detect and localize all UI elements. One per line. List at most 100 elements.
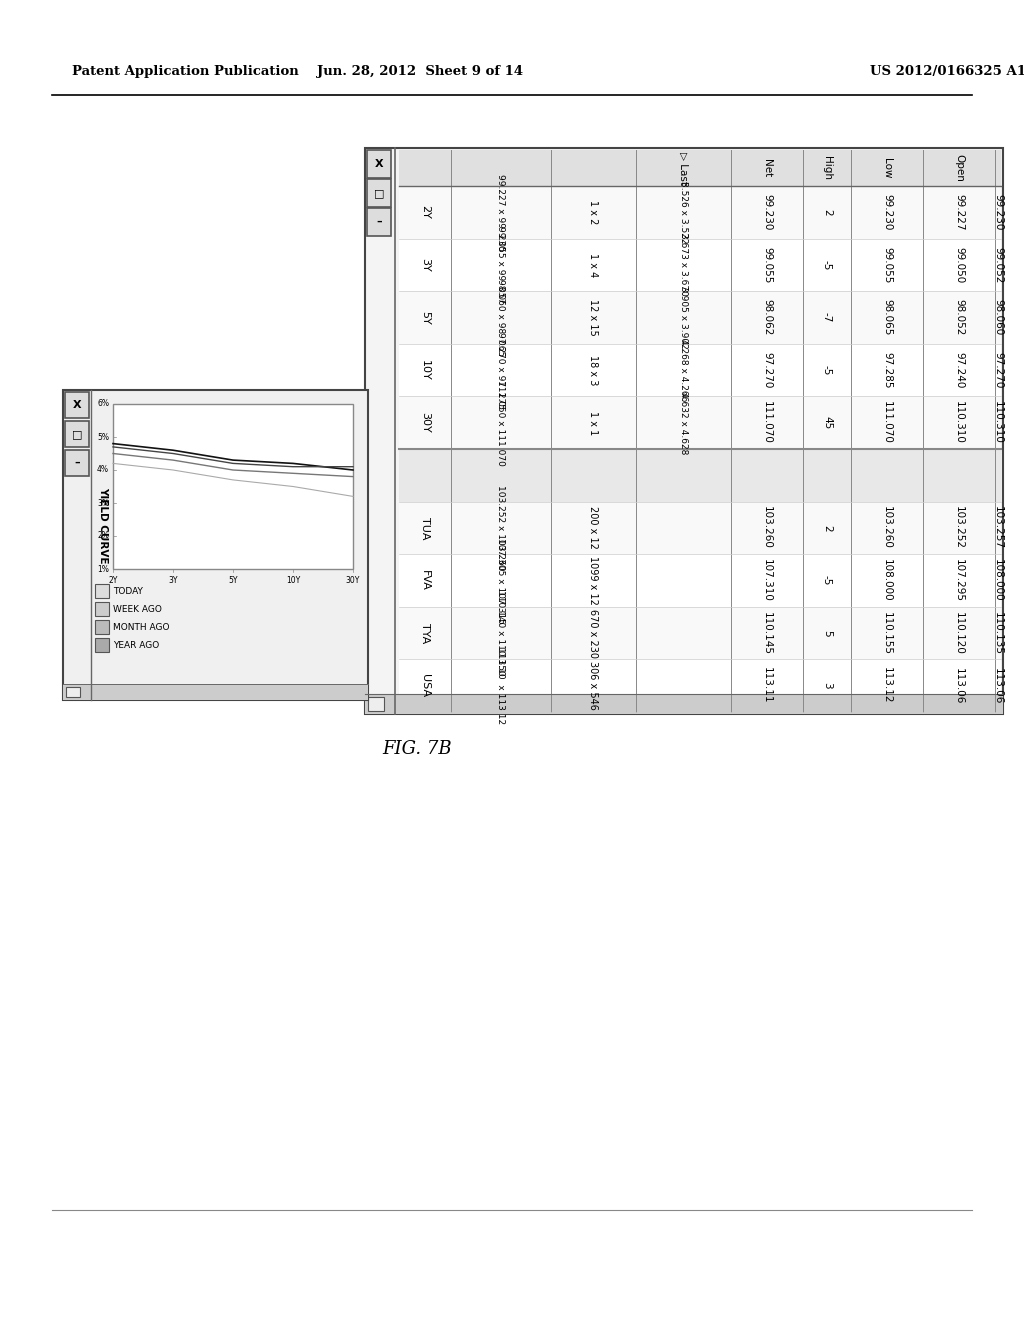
Text: 113.11: 113.11 — [762, 668, 772, 704]
Bar — [63, 389, 368, 700]
Text: 3%: 3% — [97, 499, 109, 507]
Text: 97.270 x 97  275: 97.270 x 97 275 — [497, 331, 506, 409]
Text: 111.050 x 111 070: 111.050 x 111 070 — [497, 380, 506, 466]
Text: 30Y: 30Y — [346, 576, 360, 585]
Text: 5: 5 — [822, 630, 831, 636]
Text: 110.145: 110.145 — [762, 611, 772, 655]
Bar — [399, 660, 1001, 711]
Text: Net: Net — [762, 158, 772, 177]
Bar — [65, 421, 89, 447]
Text: YEAR AGO: YEAR AGO — [113, 640, 160, 649]
Text: 2: 2 — [822, 524, 831, 531]
Text: 98.052: 98.052 — [954, 300, 964, 335]
Text: 97.270: 97.270 — [993, 352, 1002, 388]
Text: YIELD CURVE: YIELD CURVE — [98, 487, 108, 564]
Text: 1%: 1% — [97, 565, 109, 573]
Bar — [399, 239, 1001, 292]
Text: 10Y: 10Y — [286, 576, 300, 585]
Text: ▷ Last: ▷ Last — [679, 152, 688, 185]
Text: 110.310: 110.310 — [954, 401, 964, 444]
Text: 98.060 x 98  065: 98.060 x 98 065 — [497, 279, 506, 356]
Text: 1099 x 12: 1099 x 12 — [589, 556, 598, 605]
Text: WEEK AGO: WEEK AGO — [113, 605, 162, 614]
Text: –: – — [376, 216, 382, 227]
Text: 99.230: 99.230 — [993, 194, 1002, 231]
Text: 1 x 2: 1 x 2 — [589, 201, 598, 224]
Text: 1 x 4: 1 x 4 — [589, 252, 598, 277]
Text: -5: -5 — [822, 364, 831, 375]
Text: 97.285: 97.285 — [882, 352, 892, 388]
Bar — [399, 554, 1001, 607]
Text: FVA: FVA — [420, 570, 430, 591]
Text: USA: USA — [420, 675, 430, 697]
Text: Patent Application Publication: Patent Application Publication — [72, 66, 299, 78]
Bar — [66, 686, 80, 697]
Text: Low: Low — [882, 158, 892, 178]
Text: □: □ — [374, 187, 384, 198]
Text: 10Y: 10Y — [420, 360, 430, 380]
Text: 670 x 230: 670 x 230 — [589, 609, 598, 657]
Bar — [399, 343, 1001, 396]
Text: High: High — [822, 156, 831, 180]
Text: 113.06: 113.06 — [993, 668, 1002, 704]
Bar — [368, 697, 384, 711]
Text: 108.000: 108.000 — [993, 560, 1002, 602]
Text: 110.155: 110.155 — [882, 611, 892, 655]
Text: MONTH AGO: MONTH AGO — [113, 623, 170, 631]
Text: 107.305 x 107 315: 107.305 x 107 315 — [497, 537, 506, 623]
Text: 6%: 6% — [97, 400, 109, 408]
Text: 5Y: 5Y — [420, 310, 430, 325]
Bar — [367, 180, 391, 207]
Text: 99.230: 99.230 — [882, 194, 892, 231]
Text: 99.055: 99.055 — [882, 247, 892, 282]
Text: –: – — [74, 458, 80, 469]
Text: 4.268 x 4.266: 4.268 x 4.266 — [679, 339, 688, 401]
Bar — [95, 583, 109, 598]
Text: 12 x 15: 12 x 15 — [589, 300, 598, 335]
Bar — [399, 150, 1001, 186]
Text: 110.140 x 110 150: 110.140 x 110 150 — [497, 590, 506, 676]
Text: 30Y: 30Y — [420, 412, 430, 433]
Text: 103.260: 103.260 — [762, 507, 772, 549]
Text: 110.135: 110.135 — [993, 611, 1002, 655]
Text: 4%: 4% — [97, 466, 109, 474]
Text: 99.050: 99.050 — [954, 247, 964, 282]
Text: 99.227: 99.227 — [954, 194, 964, 231]
Text: 306 x 546: 306 x 546 — [589, 661, 598, 710]
Text: 45: 45 — [822, 416, 831, 429]
Text: 4.632 x 4.628: 4.632 x 4.628 — [679, 392, 688, 454]
Bar — [95, 638, 109, 652]
Bar — [65, 392, 89, 418]
Text: 200 x 12: 200 x 12 — [589, 507, 598, 549]
Text: 2Y: 2Y — [420, 206, 430, 219]
Text: 107.295: 107.295 — [954, 558, 964, 602]
Text: 2Y: 2Y — [109, 576, 118, 585]
Text: 3.673 x 3.670: 3.673 x 3.670 — [679, 234, 688, 296]
Text: -5: -5 — [822, 260, 831, 271]
Text: 99.230: 99.230 — [762, 194, 772, 231]
Text: -5: -5 — [822, 576, 831, 586]
Text: 99.055 x 99  057: 99.055 x 99 057 — [497, 226, 506, 304]
Text: 18 x 3: 18 x 3 — [589, 355, 598, 385]
Text: 103.252: 103.252 — [954, 507, 964, 549]
Text: 98.062: 98.062 — [762, 300, 772, 335]
Text: 1 x 1: 1 x 1 — [589, 411, 598, 434]
Text: 3Y: 3Y — [168, 576, 178, 585]
Text: 3.905 x 3.902: 3.905 x 3.902 — [679, 286, 688, 348]
Bar — [367, 150, 391, 178]
Bar — [65, 450, 89, 477]
Text: 113.12: 113.12 — [882, 668, 892, 704]
Bar — [95, 602, 109, 616]
Text: FIG. 7B: FIG. 7B — [382, 741, 452, 758]
Bar — [399, 186, 1001, 239]
Bar — [399, 502, 1001, 554]
Text: 98.060: 98.060 — [993, 300, 1002, 335]
Text: TODAY: TODAY — [113, 586, 143, 595]
Text: TYA: TYA — [420, 623, 430, 643]
Text: 98.065: 98.065 — [882, 300, 892, 335]
Text: 110.310: 110.310 — [993, 401, 1002, 444]
Text: TUA: TUA — [420, 516, 430, 539]
Bar — [63, 684, 368, 700]
Text: 99.055: 99.055 — [762, 247, 772, 282]
Text: 2: 2 — [822, 209, 831, 215]
